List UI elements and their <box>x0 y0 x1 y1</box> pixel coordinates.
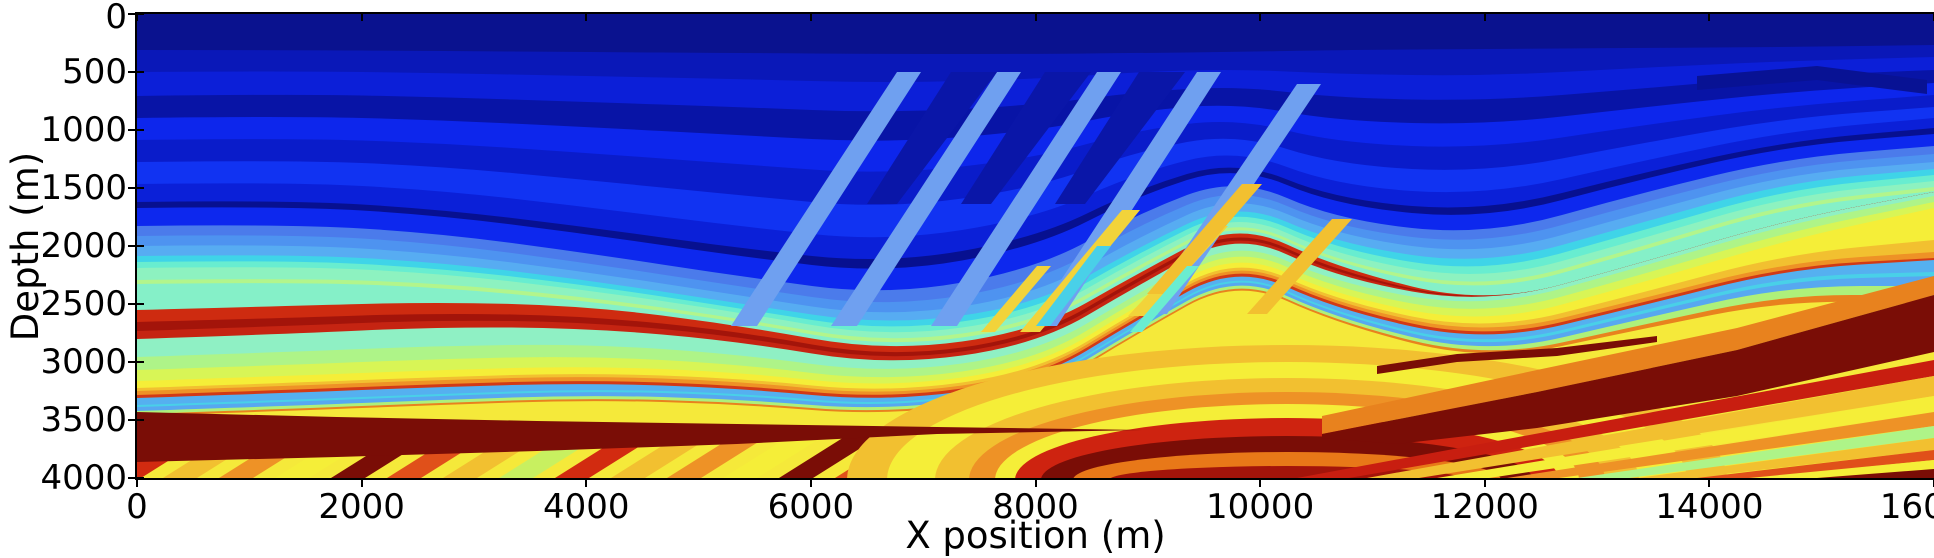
y-tick-mark-in <box>137 71 144 73</box>
x-tick-mark <box>585 478 588 487</box>
x-tick-mark-top <box>1483 14 1486 21</box>
y-tick-mark <box>128 71 137 73</box>
model-stripe-11 <box>723 434 827 478</box>
x-tick-mark-top <box>360 14 363 21</box>
x-tick-mark-top <box>1034 14 1037 21</box>
x-tick-label: 12000 <box>1430 487 1539 527</box>
x-tick-mark-top <box>136 14 138 21</box>
x-tick-mark <box>1034 478 1037 487</box>
x-tick-mark <box>360 478 363 487</box>
model-overlay-36 <box>1036 246 1111 326</box>
model-overlay-34 <box>1147 184 1262 294</box>
x-tick-label: 6000 <box>767 487 855 527</box>
x-tick-label: 8000 <box>992 487 1079 527</box>
model-overlay-15 <box>1577 426 1934 478</box>
plot-frame <box>135 12 1934 480</box>
y-tick-mark <box>128 303 137 305</box>
model-overlay-20 <box>1322 276 1934 434</box>
y-tick-label: 2500 <box>40 284 127 324</box>
model-overlay-23 <box>731 72 921 326</box>
x-tick-label: 4000 <box>542 487 630 527</box>
model-overlay-17 <box>1697 450 1934 478</box>
x-tick-mark <box>1259 478 1262 487</box>
y-tick-mark <box>128 13 137 15</box>
y-tick-label: 1500 <box>40 168 127 208</box>
x-tick-mark-top <box>1259 14 1262 21</box>
x-tick-mark <box>1708 478 1711 487</box>
y-tick-mark-in <box>137 129 144 131</box>
x-tick-mark <box>136 478 138 487</box>
x-tick-label: 0 <box>126 487 148 527</box>
model-overlay-18 <box>1757 460 1934 478</box>
model-overlay-16 <box>1637 438 1934 478</box>
model-overlay-25 <box>931 72 1121 326</box>
model-overlay-12 <box>1367 376 1934 478</box>
y-tick-mark <box>128 187 137 189</box>
model-overlay-24 <box>831 72 1021 326</box>
y-axis-label-text: Depth (m) <box>4 151 48 341</box>
model-overlay-38 <box>1697 66 1927 94</box>
x-tick-mark <box>809 478 812 487</box>
velocity-model-heatmap <box>137 14 1934 478</box>
model-overlay-28 <box>867 72 997 204</box>
model-overlay-35 <box>1247 219 1352 314</box>
x-tick-mark-top <box>809 14 812 21</box>
model-overlay-22 <box>1377 336 1657 374</box>
model-overlay-29 <box>961 72 1091 204</box>
y-tick-mark-in <box>137 245 144 247</box>
model-overlay-33 <box>981 266 1051 332</box>
y-tick-mark <box>128 361 137 363</box>
y-tick-mark-in <box>137 477 144 479</box>
model-overlay-21 <box>1322 295 1934 444</box>
x-tick-mark-top <box>1708 14 1711 21</box>
y-tick-mark <box>128 129 137 131</box>
model-overlay-10 <box>137 412 1142 462</box>
x-tick-label: 16000 <box>1879 487 1934 527</box>
model-overlay-30 <box>1055 72 1185 204</box>
x-tick-mark-top <box>585 14 588 21</box>
y-tick-label: 0 <box>105 0 127 37</box>
y-tick-label: 3500 <box>40 400 127 440</box>
model-overlay-37 <box>1130 266 1199 332</box>
y-axis-label: Depth (m) <box>4 14 48 478</box>
y-tick-mark-in <box>137 13 144 15</box>
y-tick-mark-in <box>137 361 144 363</box>
x-tick-label: 10000 <box>1206 487 1315 527</box>
model-overlay-14 <box>1507 412 1934 478</box>
x-axis-label: X position (m) <box>905 514 1166 557</box>
y-tick-mark <box>128 245 137 247</box>
y-tick-label: 500 <box>62 52 127 92</box>
model-overlay-19 <box>1817 469 1934 478</box>
y-tick-label: 4000 <box>40 458 127 498</box>
y-tick-label: 1000 <box>40 110 127 150</box>
y-tick-label: 2000 <box>40 226 127 266</box>
x-tick-mark <box>1483 478 1486 487</box>
y-tick-mark <box>128 477 137 479</box>
model-overlay-11 <box>1297 360 1934 478</box>
y-tick-mark-in <box>137 419 144 421</box>
model-stripe-10 <box>667 434 771 478</box>
x-tick-label: 2000 <box>318 487 405 527</box>
model-overlay-13 <box>1437 396 1934 478</box>
x-tick-label: 14000 <box>1655 487 1764 527</box>
y-tick-mark-in <box>137 303 144 305</box>
y-tick-label: 3000 <box>40 342 127 382</box>
y-tick-mark-in <box>137 187 144 189</box>
y-tick-mark <box>128 419 137 421</box>
model-stripe-12 <box>779 434 883 478</box>
